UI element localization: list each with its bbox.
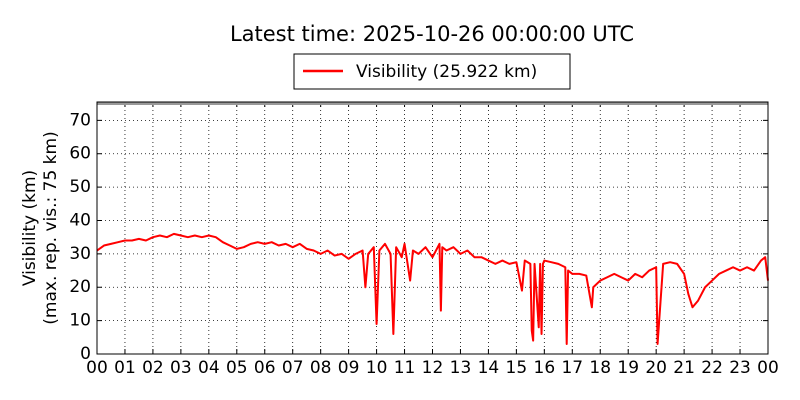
y-tick-label: 50 [69,177,91,197]
x-tick-label: 03 [170,358,192,378]
y-tick-label: 10 [69,311,91,331]
legend-label: Visibility (25.922 km) [356,62,537,82]
x-tick-label: 00 [757,358,779,378]
x-tick-label: 18 [589,358,611,378]
x-tick-label: 08 [310,358,332,378]
x-tick-label: 16 [534,358,556,378]
x-tick-label: 10 [366,358,388,378]
x-tick-label: 23 [729,358,751,378]
chart-title: Latest time: 2025-10-26 00:00:00 UTC [230,22,634,46]
y-tick-label: 70 [69,110,91,130]
x-tick-label: 11 [394,358,416,378]
y-tick-label: 40 [69,210,91,230]
x-tick-label: 06 [254,358,276,378]
y-tick-label: 0 [80,344,91,364]
x-tick-label: 20 [645,358,667,378]
x-tick-label: 14 [478,358,500,378]
x-tick-label: 00 [86,358,108,378]
x-tick-label: 15 [506,358,528,378]
y-tick-label: 30 [69,244,91,264]
y-tick-label: 60 [69,144,91,164]
y-axis-label: Visibility (km) [20,170,40,286]
x-tick-label: 04 [198,358,220,378]
x-tick-label: 22 [701,358,723,378]
x-tick-label: 09 [338,358,360,378]
y-tick-label: 20 [69,277,91,297]
x-tick-label: 02 [142,358,164,378]
x-tick-label: 17 [561,358,583,378]
x-tick-label: 21 [673,358,695,378]
x-tick-label: 05 [226,358,248,378]
x-tick-label: 19 [617,358,639,378]
x-tick-label: 01 [114,358,136,378]
data-line [96,232,769,345]
x-tick-label: 13 [450,358,472,378]
plot-frame [96,101,769,355]
x-tick-label: 12 [422,358,444,378]
x-tick-label: 07 [282,358,304,378]
y-axis-label: (max. rep. vis.: 75 km) [41,131,61,324]
